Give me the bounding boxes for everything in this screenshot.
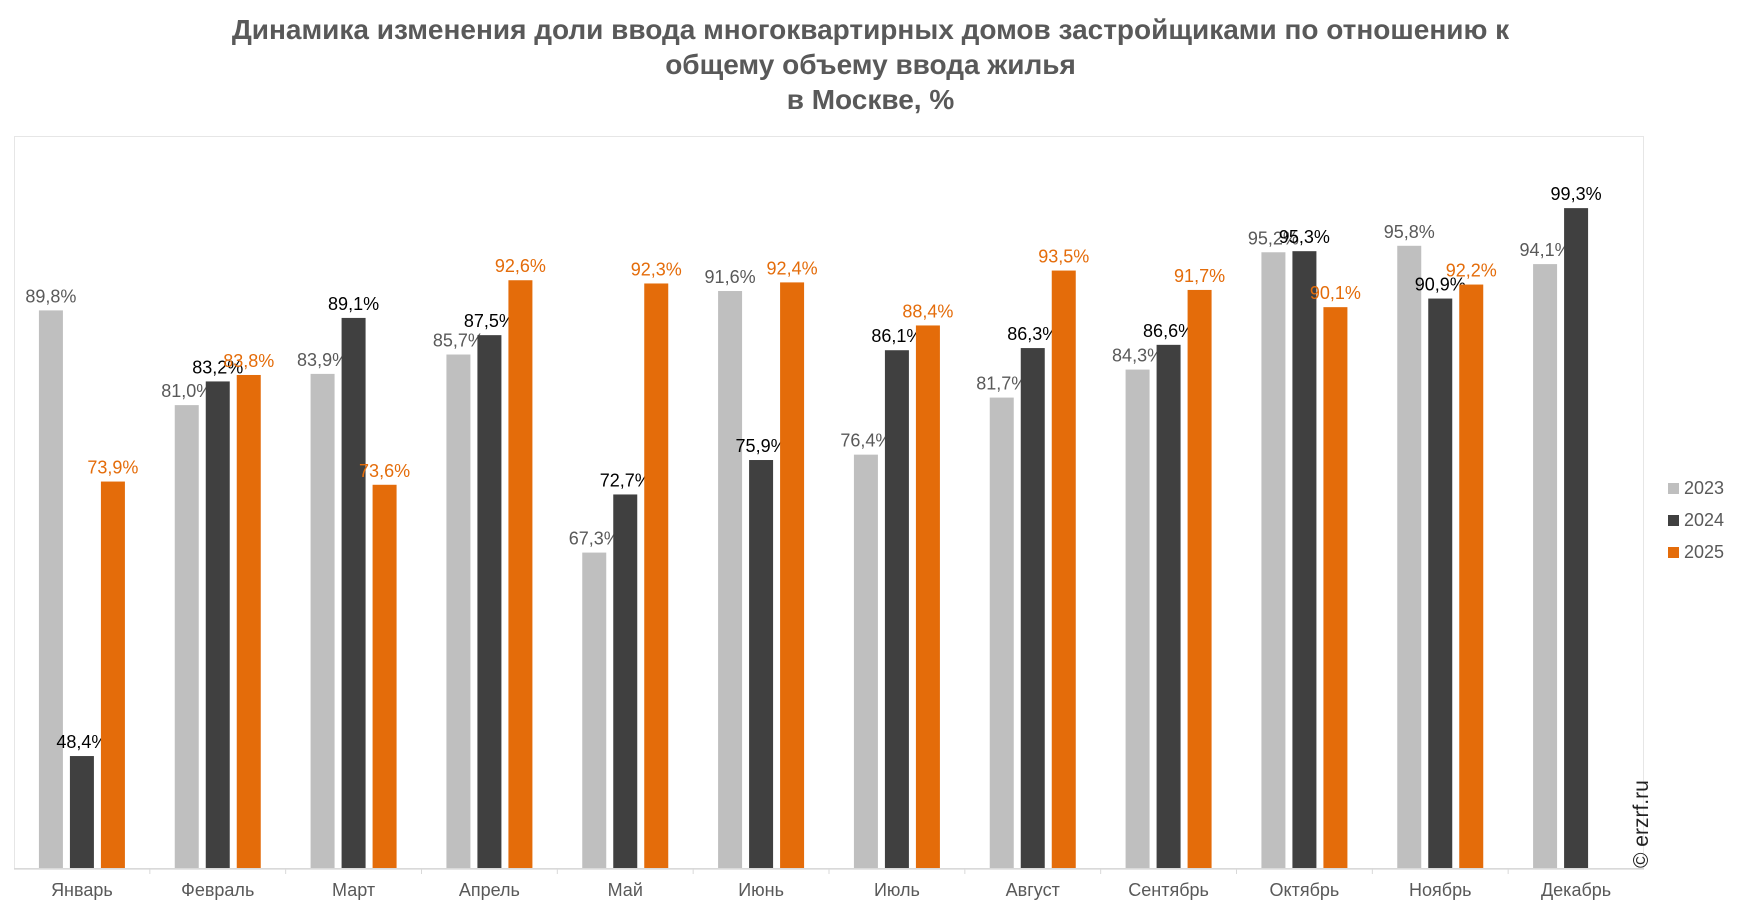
- data-label-2024-10: 95,3%: [1279, 227, 1330, 247]
- bar-2025-4: [508, 280, 533, 868]
- data-label-2023-3: 83,9%: [297, 350, 348, 370]
- x-tick-label: Июнь: [738, 880, 784, 900]
- data-label-2024-3: 89,1%: [328, 294, 379, 314]
- data-label-2023-7: 76,4%: [840, 431, 891, 451]
- bar-2024-2: [205, 381, 230, 868]
- data-label-2023-2: 81,0%: [161, 381, 212, 401]
- x-tick-label: Декабрь: [1541, 880, 1611, 900]
- data-label-2024-2: 83,2%: [192, 357, 243, 377]
- bar-2023-12: [1533, 264, 1558, 869]
- bar-2023-3: [310, 373, 335, 868]
- data-label-2023-9: 84,3%: [1112, 346, 1163, 366]
- legend-label-2024: 2024: [1684, 509, 1725, 530]
- data-label-2024-6: 75,9%: [736, 436, 787, 456]
- bar-2024-6: [749, 460, 774, 868]
- bar-2024-4: [477, 335, 502, 868]
- bar-2023-8: [989, 397, 1014, 868]
- data-label-2025-5: 92,3%: [631, 259, 682, 279]
- data-label-2025-8: 93,5%: [1038, 247, 1089, 267]
- data-label-2023-5: 67,3%: [569, 529, 620, 549]
- x-tick-label: Май: [608, 880, 643, 900]
- bar-2025-6: [780, 282, 805, 868]
- x-tick-label: Сентябрь: [1128, 880, 1209, 900]
- data-label-2025-2: 83,8%: [223, 351, 274, 371]
- x-tick-label: Январь: [51, 880, 113, 900]
- bar-2023-2: [174, 405, 199, 868]
- bar-2024-1: [69, 756, 94, 868]
- x-tick-label: Октябрь: [1270, 880, 1340, 900]
- bar-2024-7: [884, 350, 909, 868]
- bar-2024-8: [1020, 348, 1045, 868]
- data-label-2024-9: 86,6%: [1143, 321, 1194, 341]
- bar-2024-11: [1428, 298, 1453, 868]
- data-label-2025-1: 73,9%: [87, 458, 138, 478]
- bar-2025-8: [1051, 270, 1076, 868]
- bar-2024-9: [1156, 344, 1181, 868]
- bar-2023-4: [446, 354, 471, 868]
- data-label-2024-11: 90,9%: [1415, 275, 1466, 295]
- bar-2024-10: [1292, 251, 1317, 868]
- bar-2023-9: [1125, 369, 1150, 868]
- data-label-2025-4: 92,6%: [495, 256, 546, 276]
- x-tick-label: Февраль: [181, 880, 254, 900]
- data-label-2024-12: 99,3%: [1551, 184, 1602, 204]
- x-tick-label: Ноябрь: [1409, 880, 1471, 900]
- data-label-2023-12: 94,1%: [1520, 240, 1571, 260]
- bar-2025-1: [100, 481, 125, 868]
- bar-2023-10: [1261, 252, 1286, 869]
- data-label-2023-10: 95,2%: [1248, 228, 1299, 248]
- legend-item-2025: 2025: [1668, 536, 1724, 568]
- data-label-2024-5: 72,7%: [600, 470, 651, 490]
- data-label-2023-1: 89,8%: [25, 286, 76, 306]
- legend: 2023 2024 2025: [1668, 472, 1724, 568]
- x-tick-label: Август: [1006, 880, 1060, 900]
- legend-swatch-2024: [1668, 514, 1679, 526]
- legend-item-2024: 2024: [1668, 504, 1724, 536]
- data-label-2025-10: 90,1%: [1310, 283, 1361, 303]
- chart-title: Динамика изменения доли ввода многокварт…: [0, 12, 1741, 117]
- bar-2025-7: [915, 325, 940, 868]
- legend-label-2023: 2023: [1684, 477, 1725, 498]
- bar-2025-11: [1459, 284, 1484, 868]
- legend-swatch-2023: [1668, 482, 1679, 494]
- bar-2025-9: [1187, 289, 1212, 868]
- data-label-2024-7: 86,1%: [871, 326, 922, 346]
- bar-2025-3: [372, 484, 397, 868]
- data-label-2025-6: 92,4%: [767, 258, 818, 278]
- chart-title-line-1: Динамика изменения доли ввода многокварт…: [231, 14, 1510, 45]
- chart-title-line-2: общему объему ввода жилья: [665, 49, 1076, 80]
- bar-2024-5: [613, 494, 638, 868]
- x-tick-label: Март: [332, 880, 375, 900]
- x-tick-label: Апрель: [459, 880, 520, 900]
- data-label-2023-6: 91,6%: [705, 267, 756, 287]
- bar-2024-3: [341, 317, 366, 868]
- bar-2025-10: [1323, 307, 1348, 868]
- data-label-2023-11: 95,8%: [1384, 222, 1435, 242]
- data-label-2024-8: 86,3%: [1007, 324, 1058, 344]
- data-label-2023-8: 81,7%: [976, 374, 1027, 394]
- bar-2024-12: [1564, 208, 1589, 868]
- legend-item-2023: 2023: [1668, 472, 1724, 504]
- copyright-credit: © erzrf.ru: [1630, 780, 1653, 868]
- data-label-2023-4: 85,7%: [433, 331, 484, 351]
- data-label-2024-1: 48,4%: [56, 732, 107, 752]
- data-label-2025-9: 91,7%: [1174, 266, 1225, 286]
- bar-2023-5: [582, 552, 607, 868]
- bar-2023-6: [718, 291, 743, 868]
- x-tick-label: Июль: [874, 880, 920, 900]
- data-label-2025-7: 88,4%: [902, 301, 953, 321]
- legend-swatch-2025: [1668, 546, 1679, 558]
- chart-title-line-3: в Москве, %: [786, 84, 955, 115]
- data-label-2024-4: 87,5%: [464, 311, 515, 331]
- bar-2025-5: [644, 283, 669, 869]
- data-label-2025-11: 92,2%: [1446, 261, 1497, 281]
- bar-2025-2: [236, 374, 261, 868]
- legend-label-2025: 2025: [1684, 541, 1725, 562]
- bar-2023-7: [853, 454, 878, 868]
- bar-2023-11: [1397, 245, 1422, 869]
- bar-2023-1: [38, 310, 63, 868]
- data-label-2025-3: 73,6%: [359, 461, 410, 481]
